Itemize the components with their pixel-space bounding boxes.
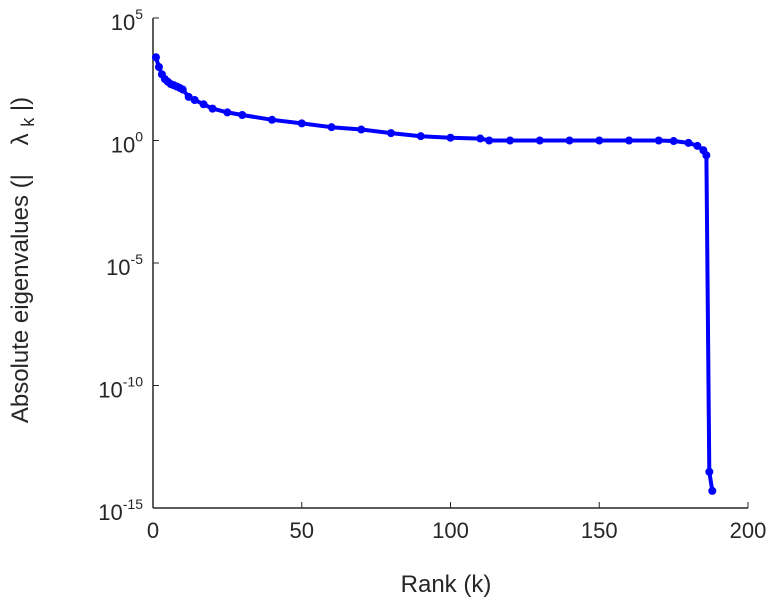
data-point (416, 132, 425, 141)
data-point (506, 136, 514, 145)
data-point (485, 136, 494, 145)
data-point (238, 110, 247, 119)
y-axis-label-suffix: |) (7, 97, 34, 111)
data-point (223, 108, 232, 117)
data-point (199, 100, 208, 109)
y-axis-label-symbol: λ (7, 133, 34, 145)
y-tick-label: 10-5 (106, 251, 143, 280)
data-point (625, 136, 633, 145)
x-tick-label: 100 (432, 518, 469, 543)
data-point (705, 467, 714, 476)
x-tick-label: 200 (730, 518, 767, 543)
data-point (654, 136, 663, 145)
data-point (387, 129, 395, 138)
data-point (357, 125, 366, 134)
y-tick-label: 100 (111, 129, 143, 158)
data-point (702, 151, 711, 160)
y-tick-label: 10-10 (98, 374, 143, 403)
data-point (327, 123, 336, 132)
axes: 0 50 100 150 200 105 100 10-5 10-10 10-15 (98, 6, 766, 543)
x-tick-label: 150 (581, 518, 618, 543)
series-line (154, 55, 715, 493)
y-axis-label-subscript: k (18, 117, 38, 127)
data-point (476, 134, 485, 143)
data-point (595, 136, 604, 145)
data-point (154, 63, 163, 71)
data-point (693, 141, 702, 150)
data-point (178, 85, 187, 94)
data-point (669, 137, 678, 146)
series-layer (151, 53, 717, 495)
y-tick-label: 105 (111, 6, 143, 35)
data-point (208, 104, 217, 113)
y-tick-label: 10-15 (98, 496, 143, 525)
data-point (151, 53, 160, 62)
data-point (297, 119, 306, 128)
data-point (708, 486, 717, 495)
data-point (684, 138, 693, 147)
data-point (184, 92, 193, 101)
x-tick-label: 0 (147, 518, 159, 543)
data-point (446, 133, 455, 142)
x-tick-label: 50 (290, 518, 314, 543)
data-point (190, 95, 199, 104)
y-axis-label: Absolute eigenvalues (| λ k |) (7, 97, 40, 423)
data-point (535, 136, 544, 145)
data-point (565, 136, 574, 145)
data-point (268, 115, 276, 124)
x-axis-label: Rank (k) (401, 571, 492, 598)
y-axis-label-main: Absolute eigenvalues (| (7, 174, 34, 423)
